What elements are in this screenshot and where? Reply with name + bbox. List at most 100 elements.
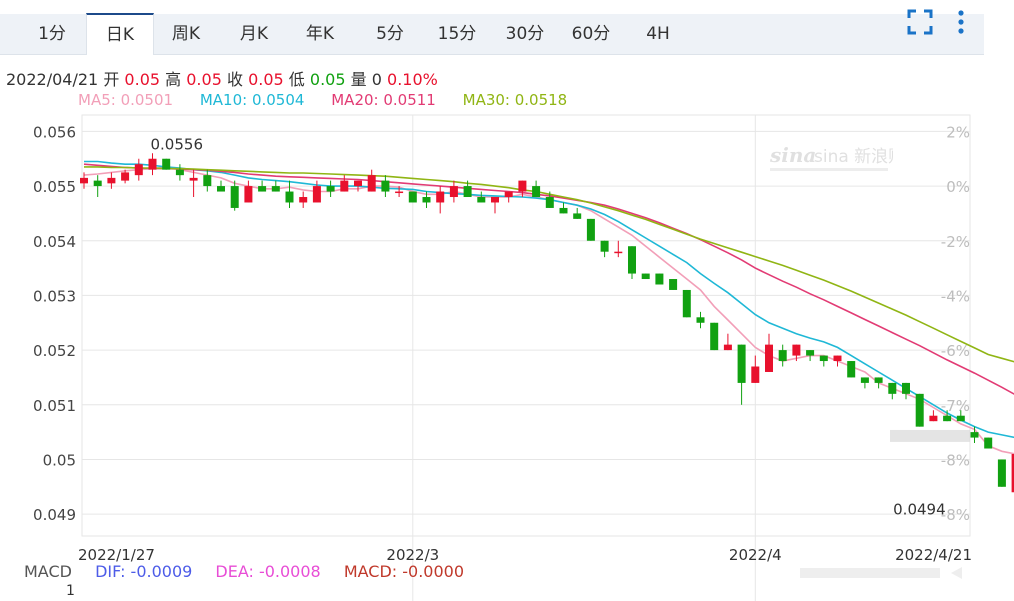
candlestick-chart[interactable]: 0.056 2% 0.055 0% 0.054 -2% 0.053 -4% 0.052 -6% 0.… bbox=[0, 105, 1014, 601]
plot-frame bbox=[81, 114, 971, 537]
candle-body bbox=[819, 355, 828, 362]
x-tick-label: 2022/4/21 bbox=[895, 546, 972, 564]
candle-body bbox=[806, 350, 815, 356]
candle-body bbox=[586, 218, 595, 241]
tab-1[interactable]: 日K bbox=[86, 13, 154, 55]
macd-axis-label: 1 bbox=[66, 583, 75, 599]
ma-line-ma5 bbox=[83, 166, 1014, 455]
candle-body bbox=[737, 344, 746, 383]
candle-body bbox=[491, 197, 499, 203]
candle-body bbox=[545, 197, 554, 208]
candle-body bbox=[504, 191, 513, 198]
candle-body bbox=[312, 186, 321, 203]
right-pct-tick-label: 0% bbox=[946, 178, 970, 196]
candle-body bbox=[751, 366, 760, 383]
tab-2[interactable]: 周K bbox=[171, 24, 201, 44]
y-tick-label: 0.054 bbox=[33, 233, 76, 251]
right-pct-tick-label: -8% bbox=[941, 506, 970, 524]
candle-body bbox=[299, 197, 308, 203]
ma-legend: MA5: 0.0501 MA10: 0.0504 MA20: 0.0511 MA… bbox=[78, 91, 589, 109]
scrollbar-track bbox=[800, 568, 940, 578]
candle-body bbox=[765, 344, 773, 372]
candle-body bbox=[929, 415, 938, 422]
candle-body bbox=[902, 382, 910, 394]
candle-body bbox=[723, 344, 732, 351]
candle-body bbox=[121, 172, 130, 181]
candle-body bbox=[381, 180, 390, 192]
y-tick-label: 0.052 bbox=[33, 342, 76, 360]
fullscreen-icon[interactable] bbox=[906, 8, 934, 36]
candle-body bbox=[1011, 453, 1014, 493]
tab-5[interactable]: 5分 bbox=[376, 24, 404, 44]
candle-body bbox=[244, 186, 253, 203]
candle-body bbox=[559, 207, 568, 214]
info-change: 0.10% bbox=[387, 70, 438, 89]
candle-body bbox=[107, 177, 116, 184]
info-high-value: 0.05 bbox=[186, 70, 222, 89]
candle-body bbox=[669, 279, 678, 290]
candle-body bbox=[915, 393, 924, 427]
candle-body bbox=[641, 273, 650, 280]
candle-body bbox=[655, 273, 664, 285]
info-date: 2022/04/21 bbox=[6, 70, 99, 89]
candle-body bbox=[367, 175, 376, 192]
right-pct-tick-label: -2% bbox=[941, 233, 970, 251]
macd-dea: DEA: -0.0008 bbox=[215, 562, 321, 581]
right-pct-tick-label: -4% bbox=[941, 287, 970, 305]
y-tick-label: 0.049 bbox=[33, 506, 76, 524]
y-tick-label: 0.053 bbox=[33, 287, 76, 305]
candle-body bbox=[271, 186, 280, 192]
candle-body bbox=[395, 191, 404, 194]
candle-body bbox=[696, 317, 705, 323]
candle-body bbox=[888, 382, 897, 394]
candle-body bbox=[943, 415, 952, 422]
candle-body bbox=[230, 186, 239, 208]
candle-body bbox=[463, 186, 472, 198]
y-tick-label: 0.05 bbox=[43, 451, 76, 469]
candle-body bbox=[833, 355, 842, 362]
y-tick-label: 0.055 bbox=[33, 178, 76, 196]
candle-body bbox=[847, 361, 856, 378]
info-close-label: 收 bbox=[226, 70, 243, 89]
watermark-text: sina 新浪财经 bbox=[814, 147, 893, 167]
info-open-value: 0.05 bbox=[124, 70, 161, 89]
info-volume-value: 0 bbox=[371, 70, 382, 89]
candle-body bbox=[710, 322, 719, 351]
tab-8[interactable]: 60分 bbox=[571, 24, 611, 44]
candle-body bbox=[217, 186, 225, 192]
ohlc-info-line: 2022/04/21 开 0.05 高 0.05 收 0.05 低 0.05 量… bbox=[6, 66, 438, 90]
candle-body bbox=[600, 240, 609, 252]
tab-7[interactable]: 30分 bbox=[505, 24, 545, 44]
x-tick-label: 2022/1/27 bbox=[78, 546, 155, 564]
info-low-label: 低 bbox=[288, 70, 305, 89]
right-pct-tick-label: -7% bbox=[941, 397, 970, 415]
candle-body bbox=[984, 437, 993, 449]
macd-value: MACD: -0.0000 bbox=[343, 562, 465, 581]
candle-body bbox=[792, 344, 801, 356]
candle-body bbox=[956, 415, 965, 422]
candle-body bbox=[778, 350, 787, 362]
candle-body bbox=[148, 158, 157, 170]
candle-body bbox=[80, 177, 88, 184]
candle-body bbox=[477, 197, 486, 203]
svg-text:sina: sina bbox=[769, 143, 816, 167]
price-annotation: 0.0494 bbox=[893, 500, 946, 518]
candle-body bbox=[285, 191, 294, 203]
x-tick-label: 2022/3 bbox=[386, 546, 439, 564]
tab-9[interactable]: 4H bbox=[646, 24, 670, 44]
ma30-legend: MA30: 0.0518 bbox=[462, 91, 568, 109]
tab-3[interactable]: 月K bbox=[239, 24, 269, 44]
candle-body bbox=[326, 186, 335, 192]
candle-body bbox=[354, 180, 362, 187]
macd-dif: DIF: -0.0009 bbox=[95, 562, 193, 581]
tab-6[interactable]: 15分 bbox=[437, 24, 477, 44]
candle-body bbox=[340, 180, 349, 192]
candle-body bbox=[997, 459, 1006, 487]
sina-watermark: sina sina 新浪财经 bbox=[768, 142, 922, 182]
tab-4[interactable]: 年K bbox=[305, 24, 335, 44]
more-vertical-icon[interactable] bbox=[950, 8, 972, 36]
tab-0[interactable]: 1分 bbox=[38, 24, 66, 44]
macd-title: MACD bbox=[24, 562, 72, 581]
right-pct-tick-label: -6% bbox=[941, 342, 970, 360]
info-low-value: 0.05 bbox=[309, 70, 346, 89]
